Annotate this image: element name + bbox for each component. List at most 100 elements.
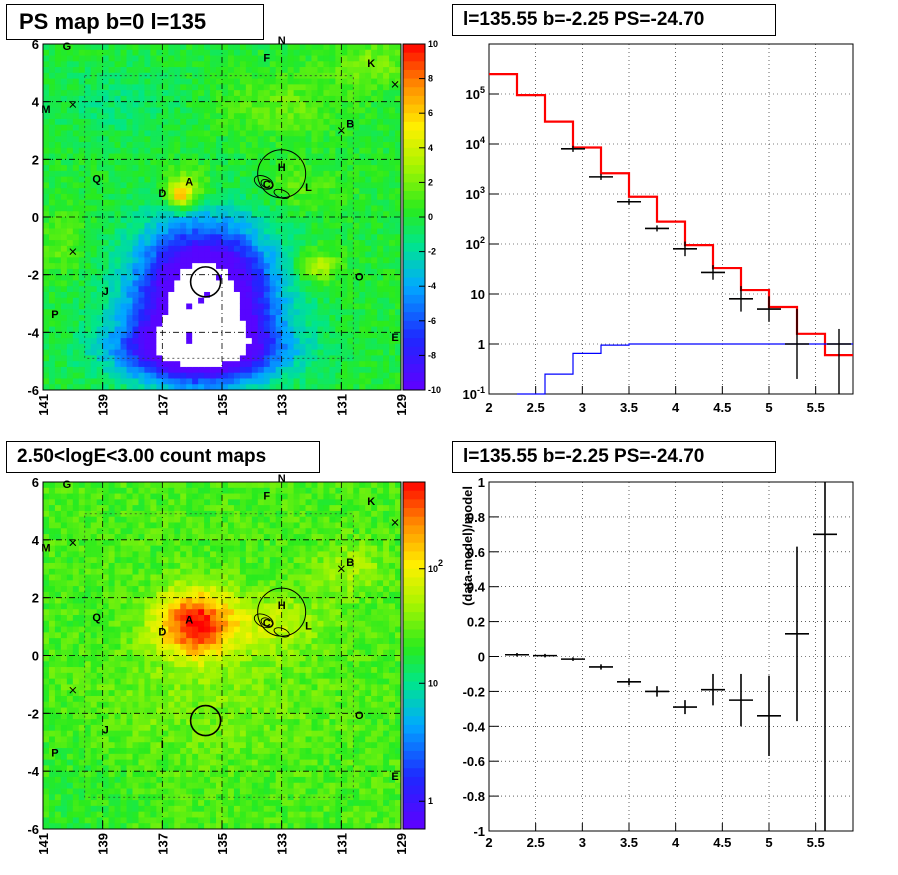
tl-source-marker (337, 127, 345, 134)
tl-source-label: A (185, 176, 193, 188)
bl-source-label: C (263, 618, 271, 630)
tl-colorbar-label: -6 (428, 316, 436, 326)
tl-colorbar-cell (403, 191, 425, 201)
br-x-tick-label: 3 (579, 835, 586, 850)
bl-colorbar-cell (403, 612, 425, 622)
bl-colorbar-cell (403, 698, 425, 709)
bl-source-label: K (367, 496, 375, 508)
bl-colorbar-cell (403, 759, 425, 769)
tl-colorbar-cell (403, 312, 425, 322)
bl-heatmap-cells (43, 482, 402, 830)
bl-y-tick-label: 6 (32, 475, 39, 490)
tr-y-tick-label: 10-1 (463, 385, 485, 402)
bl-colorbar-cell (403, 750, 425, 761)
bl-x-tick-label: 141 (36, 833, 51, 855)
bl-colorbar-cell (403, 638, 425, 648)
tl-y-tick-label: 4 (32, 95, 40, 110)
tr-x-tick-label: 5 (765, 400, 772, 415)
tl-x-tick-label: 139 (96, 394, 111, 416)
tl-colorbar-cell (403, 61, 425, 71)
bl-source-marker (69, 539, 77, 547)
tl-source-label: K (367, 58, 375, 70)
tl-colorbar-cell (403, 381, 425, 391)
bl-colorbar-cell (403, 707, 425, 717)
tl-colorbar-cell (403, 156, 425, 166)
bl-colorbar-cell (403, 542, 425, 552)
tl-y-tick-label: 6 (32, 37, 39, 52)
bl-y-tick-label: 0 (32, 649, 39, 664)
tl-colorbar-cell (403, 286, 425, 296)
bl-contour (253, 613, 274, 629)
tr-background-line (517, 343, 853, 395)
bl-colorbar-cell (403, 811, 425, 821)
tl-source-label: J (103, 286, 109, 298)
br-y-tick-label: 0 (478, 650, 485, 665)
tl-colorbar-label: -8 (428, 350, 436, 360)
tl-x-tick-label: 135 (215, 394, 230, 416)
bl-colorbar-label: 1 (428, 796, 433, 806)
tr-y-tick-label: 10 (471, 287, 485, 302)
bl-colorbar-cell (403, 768, 425, 778)
br-y-tick-label: 0.6 (467, 545, 485, 560)
bl-x-tick-label: 129 (394, 833, 409, 855)
tl-y-tick-label: -4 (27, 325, 39, 340)
br-y-tick-label: 1 (478, 475, 485, 490)
tl-colorbar-cell (403, 251, 425, 261)
tl-colorbar-cell (403, 78, 425, 88)
tl-source-label: F (263, 52, 270, 64)
tl-source-label: B (346, 119, 354, 131)
bl-colorbar-cell (403, 724, 425, 735)
br-x-tick-label: 2 (485, 835, 492, 850)
tr-x-tick-label: 3.5 (620, 400, 638, 415)
tl-colorbar-cell (403, 44, 425, 54)
bl-target-circle (189, 704, 222, 737)
bl-colorbar-cell (403, 516, 425, 526)
tr-x-tick-label: 4.5 (713, 400, 731, 415)
tl-colorbar-label: -4 (428, 281, 436, 291)
tl-colorbar-cell (403, 294, 425, 304)
tl-source-label: C (263, 179, 271, 191)
tl-colorbar-cell (403, 95, 425, 106)
tl-x-tick-label: 129 (394, 394, 409, 416)
tl-colorbar-cell (403, 303, 425, 313)
tl-colorbar-cell (403, 69, 425, 80)
bl-x-tick-label: 133 (275, 833, 290, 855)
bl-colorbar-cell (403, 560, 425, 570)
bl-source-label: Q (92, 612, 101, 624)
tl-source-label: H (278, 162, 286, 174)
br-frame (488, 481, 854, 832)
bl-source-label: O (355, 710, 364, 722)
tl-y-tick-label: -2 (27, 268, 39, 283)
tl-colorbar-cell (403, 147, 425, 157)
bl-contour (273, 627, 290, 638)
bl-source-label: B (346, 557, 354, 569)
tr-y-tick-label: 103 (466, 185, 485, 202)
bl-colorbar-cell (403, 742, 425, 752)
br-y-tick-label: -0.6 (463, 754, 485, 769)
panel-title-tl: PS map b=0 l=135 (6, 4, 264, 40)
tl-contour (260, 178, 273, 189)
br-x-tick-label: 3.5 (620, 835, 638, 850)
bl-contour (260, 617, 273, 628)
bl-colorbar-cell (403, 490, 425, 500)
tl-colorbar-cell (403, 364, 425, 374)
bl-colorbar-frame (402, 481, 426, 830)
tl-source-label: N (278, 35, 286, 47)
tl-source-marker (391, 81, 399, 88)
bl-colorbar-cell (403, 525, 425, 535)
tr-model-line (489, 73, 853, 357)
bl-source-label: H (278, 600, 286, 612)
tl-colorbar-cell (403, 217, 425, 227)
tl-colorbar-label: 10 (428, 39, 438, 49)
bl-source-marker (69, 686, 77, 694)
bl-colorbar-cell (403, 733, 425, 743)
tr-y-tick-label: 105 (466, 85, 485, 102)
br-y-axis-label: (data-model)/model (460, 486, 475, 606)
tl-x-tick-label: 141 (36, 394, 51, 416)
bl-colorbar-cell (403, 802, 425, 813)
br-y-tick-label: -0.4 (463, 719, 486, 734)
tl-source-label: M (41, 104, 50, 116)
bl-source-label: F (263, 490, 270, 502)
tl-colorbar-label: -10 (428, 385, 441, 395)
tl-x-tick-label: 133 (275, 394, 290, 416)
